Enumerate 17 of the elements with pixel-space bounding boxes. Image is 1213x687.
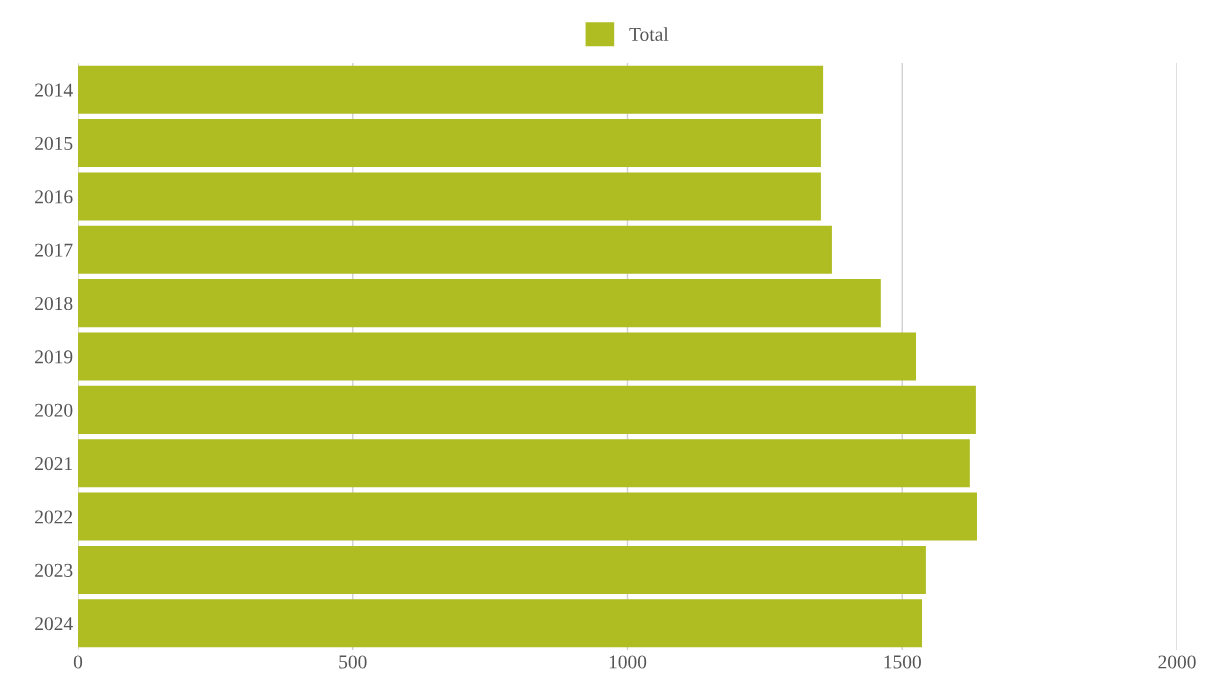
x-tick-label: 0 — [73, 655, 83, 669]
x-tick-label: 1000 — [609, 655, 647, 669]
x-tick-label: 1500 — [884, 655, 921, 669]
y-tick-label: 2023 — [35, 563, 73, 577]
y-tick-label: 2021 — [35, 457, 72, 471]
y-tick-label: 2015 — [35, 136, 73, 150]
y-tick-label: 2018 — [35, 296, 73, 311]
legend-label: Total — [629, 27, 669, 41]
x-tick-label: 500 — [339, 655, 367, 669]
y-tick-label: 2020 — [35, 403, 73, 417]
y-tick-label: 2022 — [35, 510, 73, 524]
y-tick-label: 2016 — [35, 190, 73, 204]
y-tick-label: 2019 — [35, 350, 73, 364]
y-tick-label: 2024 — [35, 617, 73, 631]
x-tick-label: 2000 — [1158, 655, 1196, 669]
y-tick-label: 2017 — [35, 243, 73, 257]
y-tick-label: 2014 — [35, 83, 73, 97]
